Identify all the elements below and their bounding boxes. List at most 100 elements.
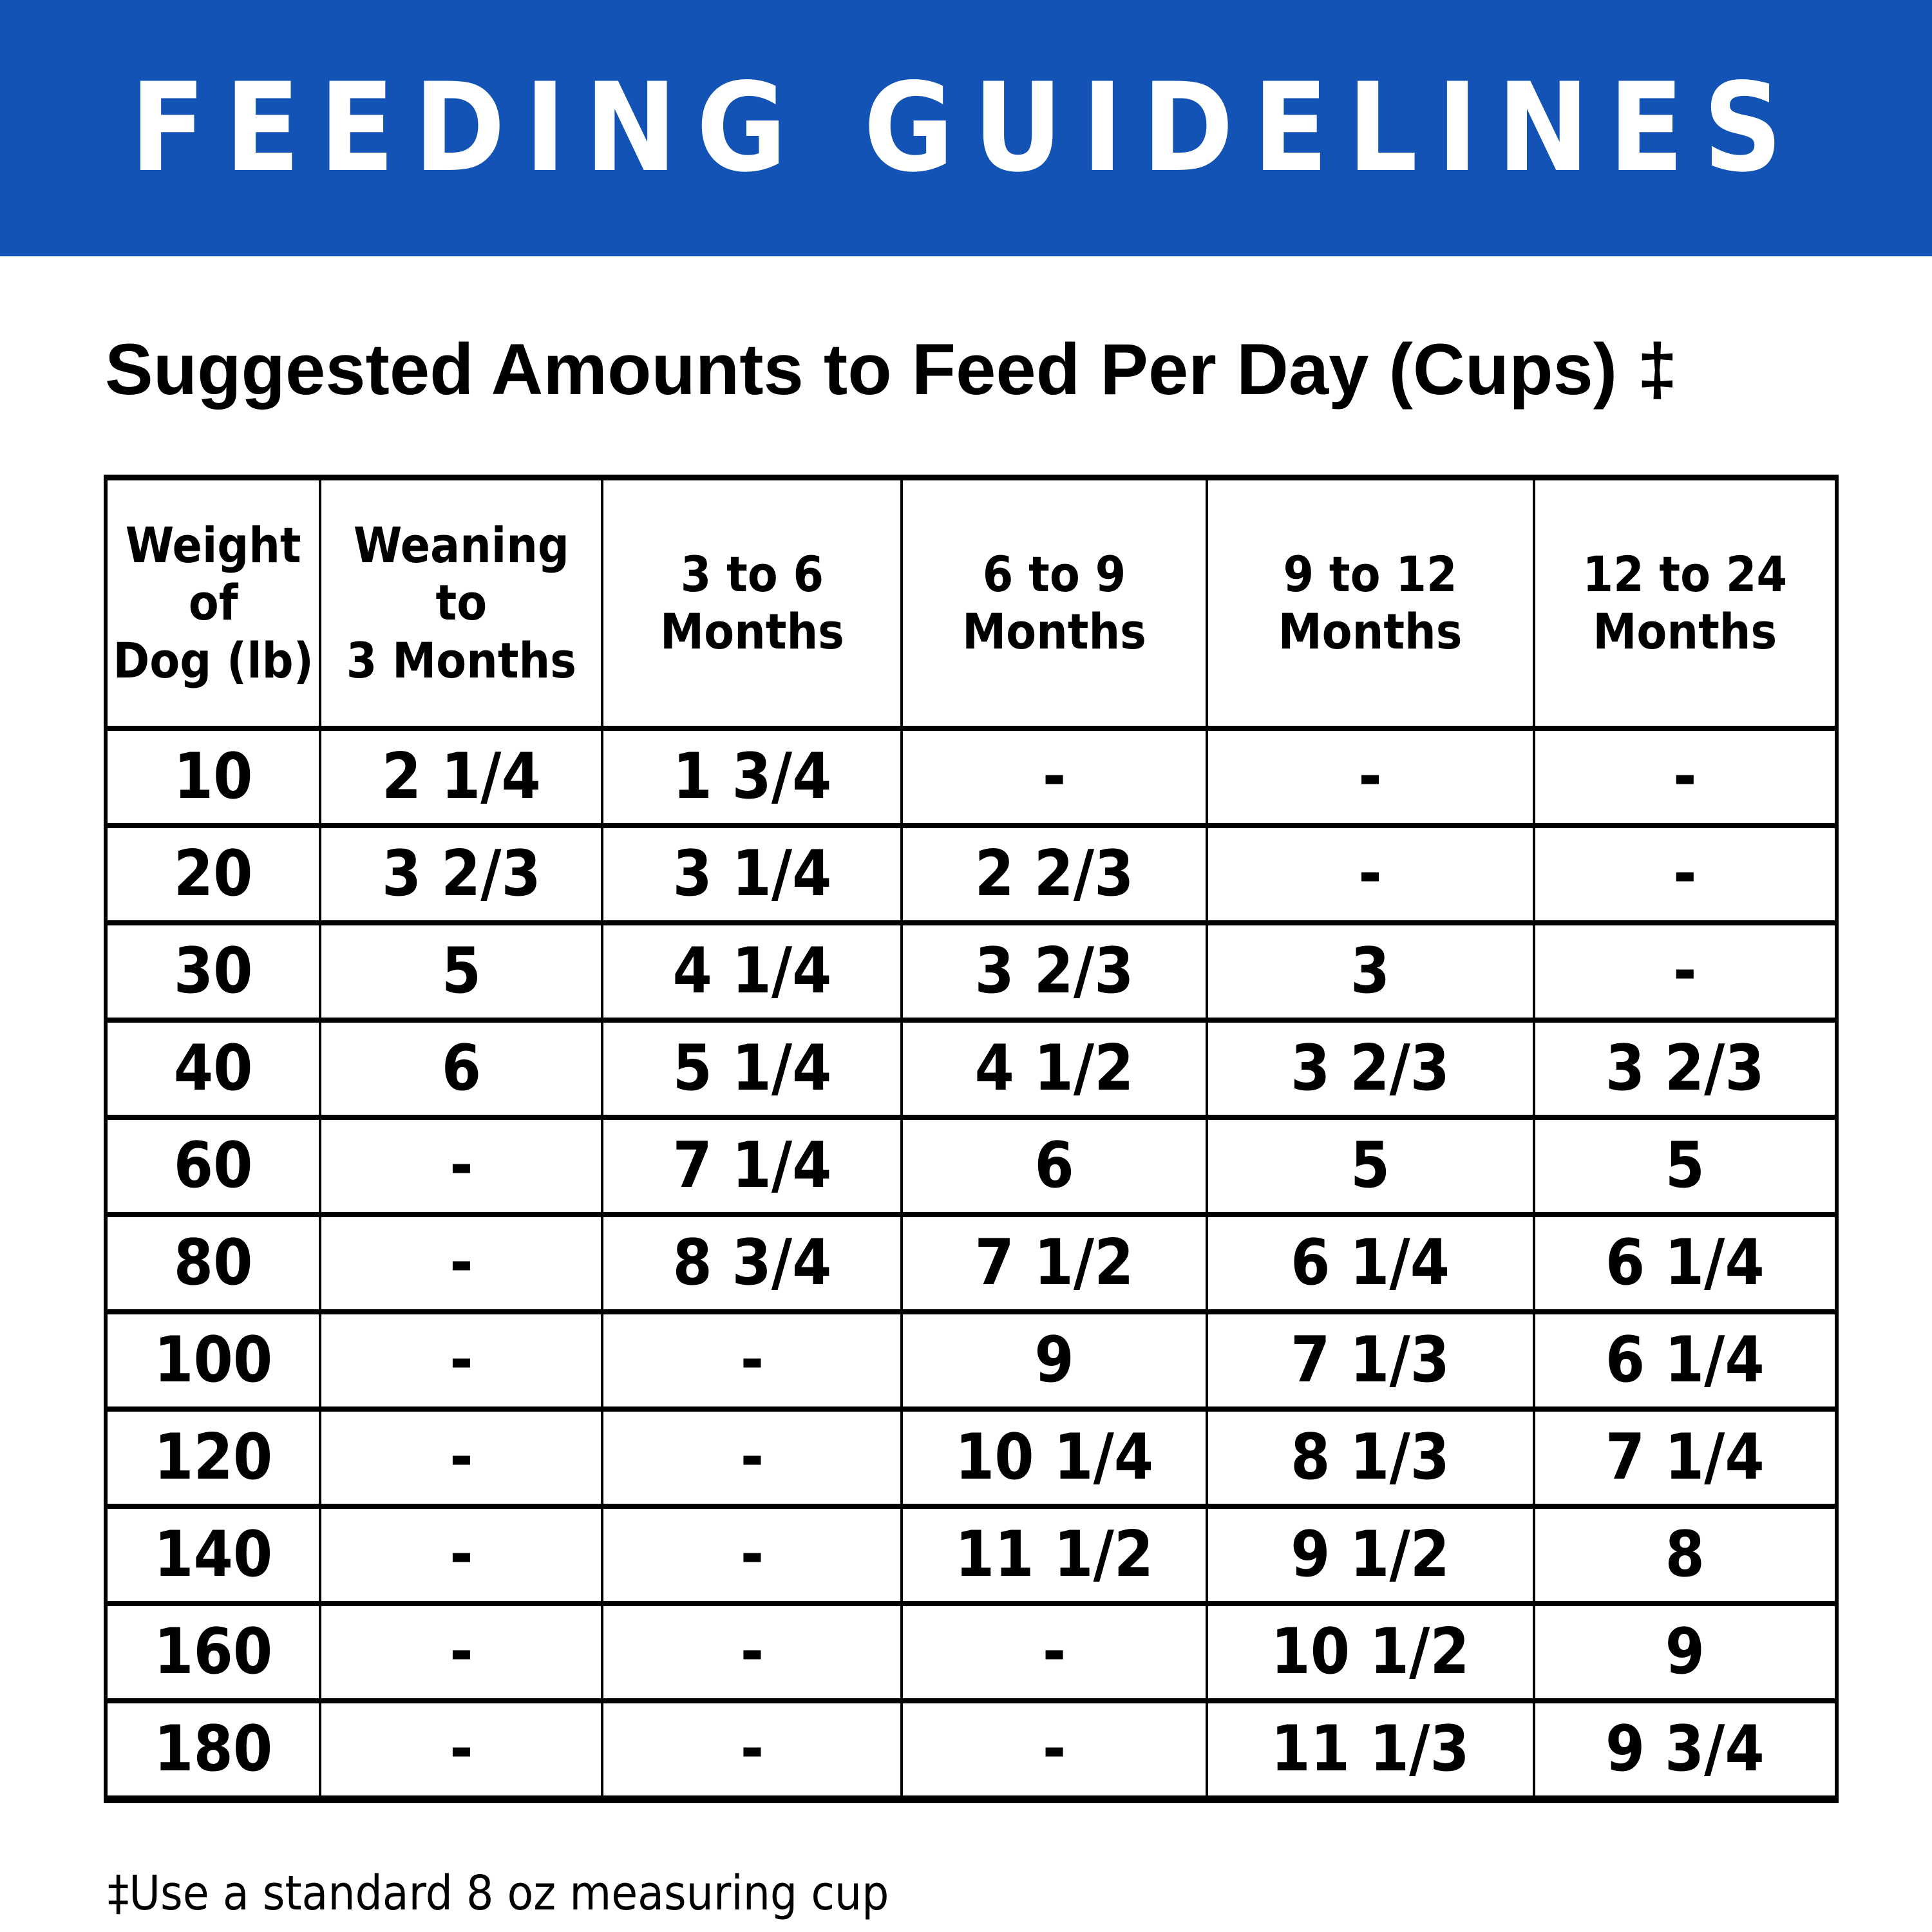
value-cell: 6 [900,1114,1208,1217]
value-cell: - [601,1309,904,1412]
value-cell: - [900,1698,1208,1802]
value-cell: - [900,725,1208,828]
column-header-line1: 12 to 24 [1582,545,1788,603]
column-header-line1: 9 to 12 [1283,545,1457,603]
value-cell: 4 1/2 [900,1017,1208,1120]
column-header-line2: Months [660,603,844,661]
column-header-line1: 6 to 9 [982,545,1126,603]
weight-cell: 20 [104,822,322,925]
value-cell: - [601,1698,904,1802]
weight-cell: 100 [104,1309,322,1412]
value-cell: 10 1/2 [1205,1600,1535,1703]
value-cell: 6 1/4 [1532,1211,1839,1314]
value-cell: 5 [319,920,604,1023]
column-header-2: 3 to 6 Months [601,475,904,731]
weight-cell: 60 [104,1114,322,1217]
value-cell: 8 [1532,1503,1839,1606]
value-cell: - [1205,822,1535,925]
table-row: 10 2 1/4 1 3/4- - - [104,725,1839,828]
table-row: 80-8 3/4 7 1/2 6 1/4 6 1/4 [104,1211,1839,1314]
value-cell: - [319,1211,604,1314]
value-cell: - [1205,725,1535,828]
weight-cell: 30 [104,920,322,1023]
value-cell: - [319,1503,604,1606]
value-cell: 11 1/2 [900,1503,1208,1606]
column-header-line1: 3 to 6 [680,545,824,603]
value-cell: 6 [319,1017,604,1120]
weight-cell: 40 [104,1017,322,1120]
footnote: ‡Use a standard 8 oz measuring cup [108,1865,889,1921]
column-header-line2: Months [1593,603,1777,661]
weight-cell: 10 [104,725,322,828]
column-header-line2: 3 Months [346,632,576,690]
value-cell: - [1532,920,1839,1023]
value-cell: 7 1/3 [1205,1309,1535,1412]
value-cell: 3 [1205,920,1535,1023]
feeding-table: Weight of Dog (lb) Weaning to 3 Months 3 to … [104,474,1839,1803]
value-cell: 8 3/4 [601,1211,904,1314]
value-cell: 9 1/2 [1205,1503,1535,1606]
value-cell: 9 [1532,1600,1839,1703]
value-cell: - [319,1406,604,1509]
section-title: Suggested Amounts to Feed Per Day (Cups)… [105,329,1678,410]
column-header-line2: Months [962,603,1146,661]
table-row: 40 6 5 1/4 4 1/2 3 2/3 3 2/3 [104,1017,1839,1120]
value-cell: 4 1/4 [601,920,904,1023]
value-cell: - [319,1698,604,1802]
value-cell: 3 2/3 [1532,1017,1839,1120]
value-cell: - [1532,822,1839,925]
value-cell: 10 1/4 [900,1406,1208,1509]
column-header-line1: Weaning to [353,516,569,632]
value-cell: 11 1/3 [1205,1698,1535,1802]
value-cell: 9 3/4 [1532,1698,1839,1802]
weight-cell: 80 [104,1211,322,1314]
table-row: 30 5 4 1/4 3 2/3 3- [104,920,1839,1023]
column-header-5: 12 to 24 Months [1532,475,1839,731]
value-cell: - [601,1406,904,1509]
banner: FEEDING GUIDELINES [0,0,1932,256]
value-cell: 7 1/4 [601,1114,904,1217]
table-row: 100- -9 7 1/3 6 1/4 [104,1309,1839,1412]
value-cell: - [601,1600,904,1703]
table-row: 120- -10 1/4 8 1/3 7 1/4 [104,1406,1839,1509]
value-cell: - [319,1600,604,1703]
value-cell: 3 2/3 [1205,1017,1535,1120]
value-cell: 9 [900,1309,1208,1412]
table-row: 160- - -10 1/2 9 [104,1600,1839,1703]
column-header-4: 9 to 12 Months [1205,475,1535,731]
value-cell: 3 2/3 [319,822,604,925]
banner-title: FEEDING GUIDELINES [130,57,1802,199]
header-row: Weight of Dog (lb) Weaning to 3 Months 3 to … [104,475,1839,731]
weight-cell: 180 [104,1698,322,1802]
value-cell: 1 3/4 [601,725,904,828]
value-cell: - [601,1503,904,1606]
value-cell: 5 [1532,1114,1839,1217]
value-cell: 5 1/4 [601,1017,904,1120]
value-cell: - [900,1600,1208,1703]
value-cell: 7 1/2 [900,1211,1208,1314]
value-cell: - [319,1309,604,1412]
weight-cell: 160 [104,1600,322,1703]
value-cell: 2 2/3 [900,822,1208,925]
weight-cell: 140 [104,1503,322,1606]
weight-cell: 120 [104,1406,322,1509]
column-header-1: Weaning to 3 Months [319,475,604,731]
value-cell: 3 1/4 [601,822,904,925]
value-cell: - [319,1114,604,1217]
column-header-line2: Dog (lb) [113,632,314,690]
value-cell: 3 2/3 [900,920,1208,1023]
value-cell: 7 1/4 [1532,1406,1839,1509]
value-cell: 6 1/4 [1205,1211,1535,1314]
value-cell: 6 1/4 [1532,1309,1839,1412]
value-cell: 8 1/3 [1205,1406,1535,1509]
value-cell: 5 [1205,1114,1535,1217]
column-header-0: Weight of Dog (lb) [104,475,322,731]
column-header-line1: Weight of [125,516,301,632]
value-cell: - [1532,725,1839,828]
table-row: 20 3 2/3 3 1/4 2 2/3- - [104,822,1839,925]
value-cell: 2 1/4 [319,725,604,828]
table-row: 180- - -11 1/3 9 3/4 [104,1698,1839,1802]
column-header-3: 6 to 9 Months [900,475,1208,731]
table-row: 140- -11 1/2 9 1/2 8 [104,1503,1839,1606]
